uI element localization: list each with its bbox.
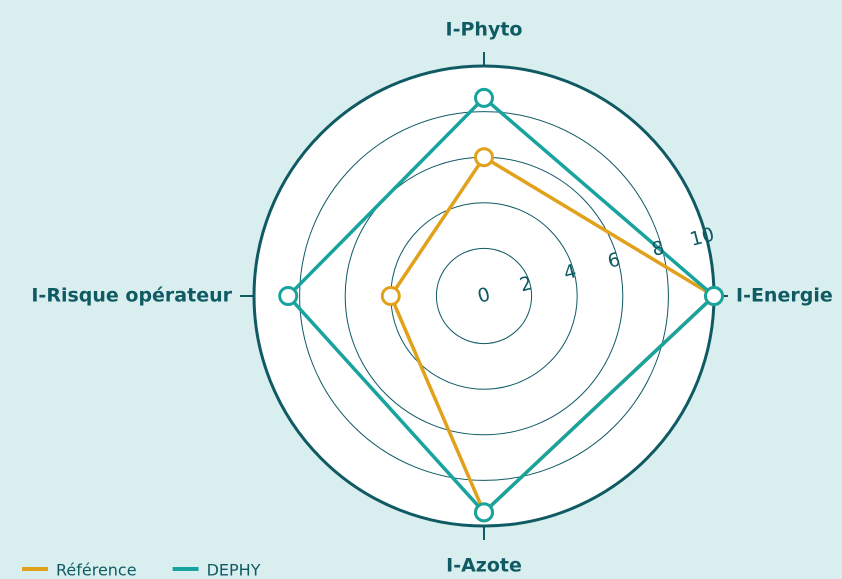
tick-label: 10 [688,223,717,251]
axis-label: I-Energie [736,285,833,307]
legend-label: DEPHY [207,561,261,579]
point [278,286,299,306]
axis-label: I-Phyto [446,19,523,41]
plot-area [254,66,714,526]
point [474,147,494,168]
point [704,286,724,306]
legend-label: Référence [56,561,137,579]
tick-label: 0 [475,283,492,307]
tick-label: 8 [649,237,666,261]
tick-label: 2 [517,272,534,296]
grid-ring [299,111,669,481]
tick-label: 6 [605,248,622,272]
tick-label: 4 [561,260,578,284]
axis-label: I-Azote [446,555,522,577]
point [474,502,494,523]
grid-ring [435,247,533,345]
point [474,87,494,108]
axis-label: I-Risque opérateur [31,285,232,307]
point [380,286,401,306]
